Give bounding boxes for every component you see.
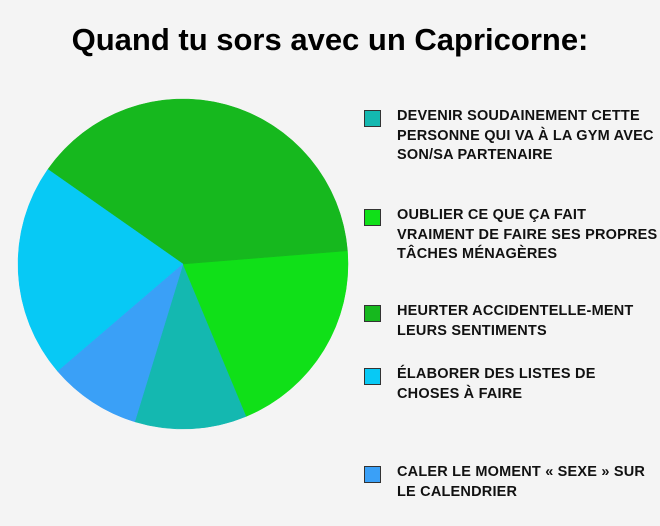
pie-slice-2 <box>182 250 349 417</box>
legend-label: ÉLABORER DES LISTES DE CHOSES À FAIRE <box>397 366 596 402</box>
legend-label: CALER LE MOMENT « SEXE » SUR LE CALENDRI… <box>397 464 646 500</box>
legend-swatch <box>364 305 381 322</box>
legend-swatch <box>364 110 381 127</box>
pie-slice-1 <box>134 263 247 430</box>
legend-swatch <box>364 368 381 385</box>
chart-title: Quand tu sors avec un Capricorne: <box>71 22 589 57</box>
legend-label: OUBLIER CE QUE ÇA FAIT VRAIMENT DE FAIRE… <box>397 207 658 262</box>
pie-slice-4 <box>17 169 184 372</box>
pie-slice-3 <box>47 98 348 265</box>
pie-slice-5 <box>57 263 184 423</box>
legend-label: HEURTER ACCIDENTELLE-MENT LEURS SENTIMEN… <box>397 303 634 339</box>
legend-swatch <box>364 209 381 226</box>
legend-label: DEVENIR SOUDAINEMENT CETTE PERSONNE QUI … <box>397 108 654 163</box>
legend-swatch <box>364 466 381 483</box>
